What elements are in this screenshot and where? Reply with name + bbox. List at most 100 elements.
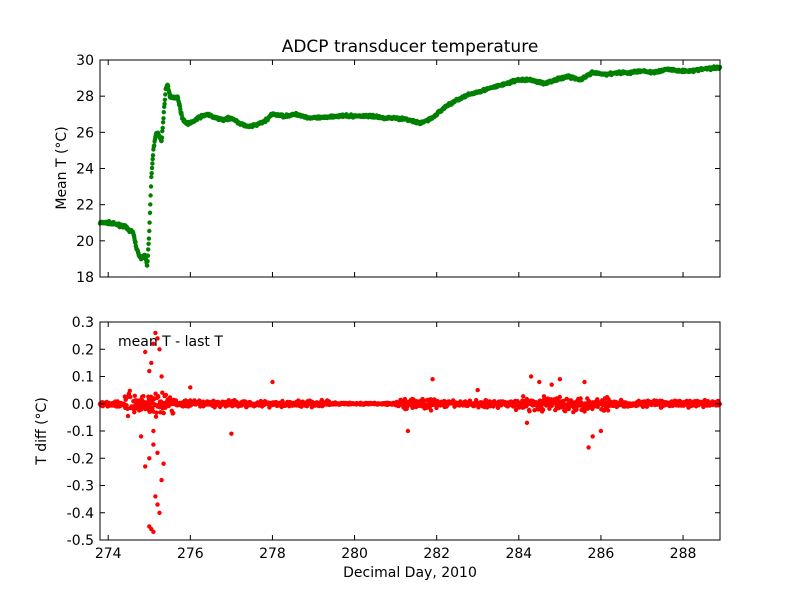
diff-outlier-point [149, 360, 154, 366]
diff-outlier-point [537, 379, 542, 385]
diff-outlier-point [557, 377, 563, 382]
y-tick-label: 0.1 [72, 370, 94, 386]
diff-outlier-point [153, 330, 158, 336]
diff-point [132, 410, 137, 415]
temperature-point [160, 120, 166, 125]
diff-outlier-point [159, 374, 164, 379]
diff-outlier-point [528, 374, 534, 379]
diff-outlier-point [147, 456, 152, 461]
temperature-point [146, 241, 151, 246]
diff-point [402, 396, 408, 402]
diff-point [154, 410, 159, 415]
diff-point [160, 390, 165, 395]
temperature-point [148, 184, 154, 189]
diff-point [513, 407, 519, 413]
temperature-point [161, 116, 166, 121]
diff-outlier-point [151, 529, 156, 534]
y-tick-label: 20 [76, 234, 94, 250]
diff-outlier-point [153, 494, 158, 499]
y-tick-label: 26 [76, 125, 94, 141]
y-tick-label: -0.1 [67, 424, 94, 440]
temperature-point [150, 153, 156, 158]
y-tick-label: -0.5 [67, 533, 94, 549]
diff-outlier-point [138, 434, 144, 439]
diff-outlier-point [405, 428, 411, 434]
y-tick-label: 22 [76, 198, 94, 214]
diff-outlier-point [143, 464, 148, 469]
diff-point [574, 407, 579, 412]
diff-point [521, 394, 526, 399]
diff-point [163, 392, 169, 398]
y-tick-label: -0.3 [67, 479, 94, 495]
temperature-point [163, 92, 168, 97]
diff-point [428, 408, 434, 413]
x-tick-label: 274 [95, 546, 122, 562]
diff-outlier-point [590, 434, 595, 439]
temperature-y-axis-label: Mean T (°C) [54, 126, 70, 209]
temperature-point [149, 165, 155, 171]
diff-outlier-point [157, 510, 162, 515]
diff-point [153, 414, 159, 419]
diff-outlier-point [151, 442, 156, 447]
diff-point [161, 410, 166, 416]
diff-point [127, 388, 132, 393]
diff-outlier-point [229, 431, 234, 436]
diff-point [128, 394, 133, 400]
x-tick-label: 288 [670, 546, 697, 562]
diff-outlier-point [524, 420, 530, 425]
temperature-point [145, 259, 150, 264]
temperature-point [150, 156, 155, 162]
temperature-x-ticks [107, 60, 684, 277]
diff-annotation: mean T - last T [118, 334, 223, 350]
y-tick-label: 0.2 [72, 342, 94, 358]
y-tick-label: 0.3 [72, 315, 94, 331]
diff-point [605, 408, 611, 413]
diff-point [132, 393, 137, 398]
temperature-plot: ADCP transducer temperature 18 20 22 24 26 28… [54, 37, 723, 286]
diff-y-axis-label: T diff (°C) [34, 397, 50, 466]
diff-outlier-point [143, 349, 148, 355]
diff-point [141, 394, 146, 399]
diff-point [156, 394, 161, 399]
diff-outlier-point [475, 387, 480, 393]
y-tick-label: -0.4 [67, 506, 94, 522]
diff-outlier-point [151, 341, 156, 346]
temperature-point [147, 210, 153, 215]
diff-point [557, 394, 562, 400]
diff-point [124, 403, 129, 408]
diff-outlier-point [270, 379, 275, 385]
diff-outlier-point [155, 336, 160, 341]
diff-outlier-point [430, 377, 435, 382]
diff-point [527, 409, 532, 414]
x-tick-label: 282 [423, 546, 450, 562]
temperature-point [149, 174, 154, 180]
diff-point [582, 409, 587, 414]
temperature-diff-plot: mean T - last T -0.5 -0.4 -0.3 -0.2 -0.1 0.0 0… [34, 315, 722, 581]
temperature-point [145, 253, 151, 258]
temperature-point [159, 135, 165, 140]
diff-point [578, 396, 583, 401]
diff-point [171, 410, 176, 416]
diff-outlier-point [586, 445, 591, 450]
x-tick-label: 276 [177, 546, 204, 562]
temperature-point [145, 263, 150, 268]
diff-point [476, 405, 481, 410]
x-tick-label: 278 [259, 546, 286, 562]
y-tick-label: 18 [76, 270, 94, 286]
diff-outlier-point [155, 450, 160, 455]
temperature-point [146, 247, 151, 252]
temperature-points [97, 64, 723, 268]
diff-x-ticks: 274 276 278 280 282 284 286 288 [95, 322, 697, 562]
y-tick-label: 0.0 [72, 397, 94, 413]
diff-outlier-point [549, 382, 554, 387]
diff-outlier-point [151, 428, 156, 434]
temperature-point [162, 101, 167, 107]
temperature-diff-points [97, 330, 722, 534]
chart-title: ADCP transducer temperature [282, 37, 539, 57]
diff-outlier-point [582, 379, 587, 385]
temperature-point [159, 138, 164, 144]
diff-outlier-point [147, 368, 152, 374]
diff-y-ticks: -0.5 -0.4 -0.3 -0.2 -0.1 0.0 0.1 0.2 0.3 [67, 315, 720, 549]
